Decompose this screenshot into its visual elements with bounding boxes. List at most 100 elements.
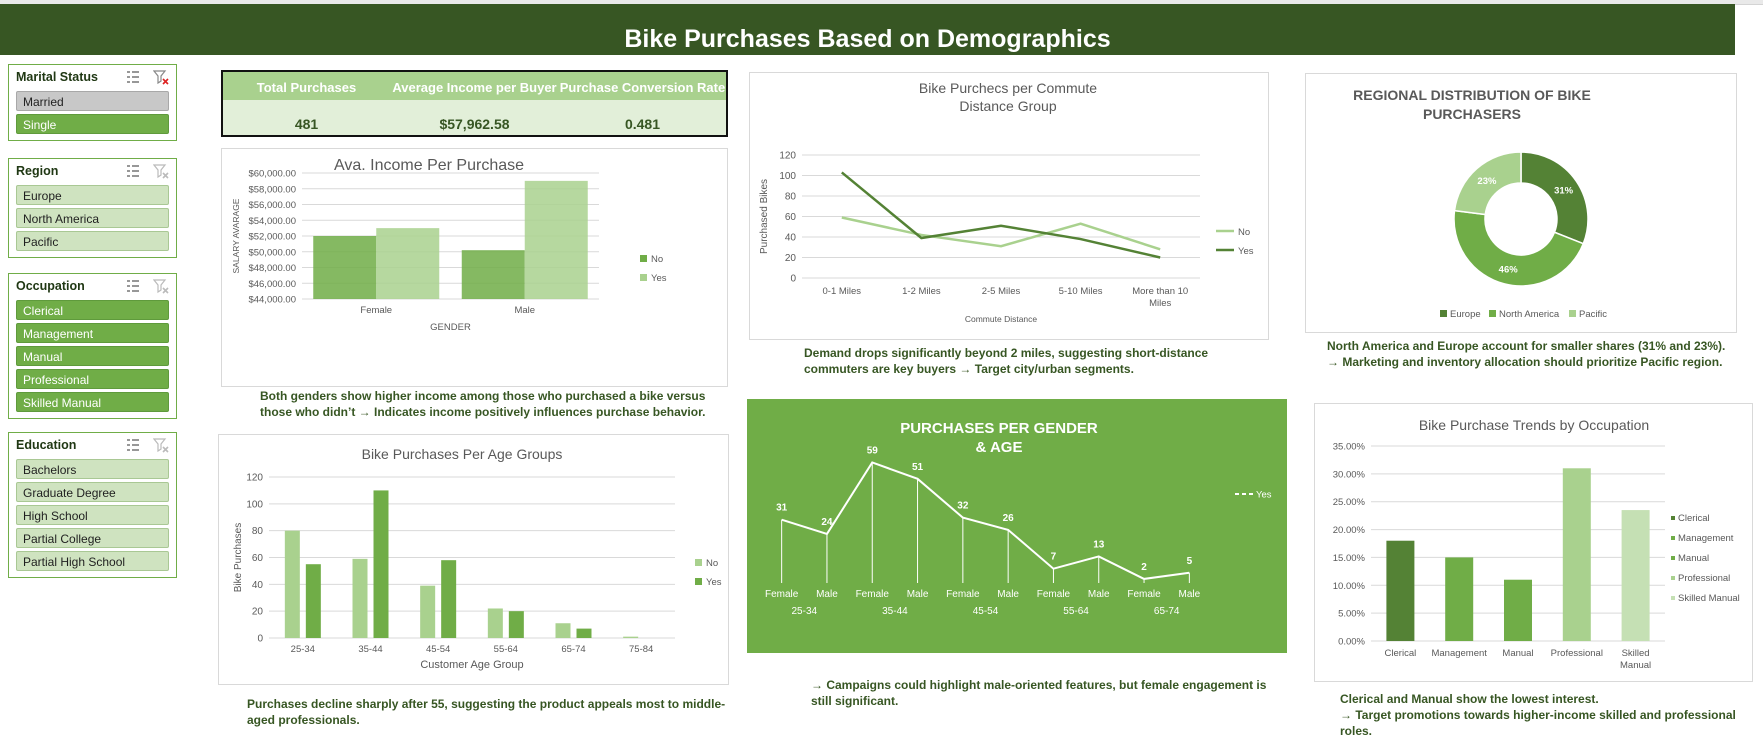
donut-label-pacific: 23% [1477, 176, 1497, 187]
data-label: 51 [912, 462, 924, 473]
legend-swatch-yes [640, 274, 647, 281]
x-tick-label-wrap: Miles [1149, 298, 1171, 309]
slicer-tools [125, 163, 169, 179]
bar-no-45-54 [420, 585, 436, 638]
clear-filter-icon[interactable] [153, 278, 169, 294]
legend-label-manual: Manual [1678, 553, 1709, 564]
x-group-label: 65-74 [1154, 606, 1180, 617]
multi-select-icon[interactable] [125, 437, 141, 453]
occupation-chart-panel[interactable]: Bike Purchase Trends by Occupation 0.00% 5… [1314, 403, 1753, 682]
commute-insight-line-2: commuters are key buyers → Target city/u… [804, 362, 1134, 376]
clear-filter-icon[interactable] [153, 163, 169, 179]
x-group-label: 25-34 [792, 606, 818, 617]
kpi-value-average-income: $57,962.58 [439, 116, 510, 132]
slicer-item-pacific[interactable]: Pacific [16, 231, 169, 251]
multi-select-icon[interactable] [125, 69, 141, 85]
legend-swatch-europe [1440, 310, 1447, 317]
legend-label-pacific: Pacific [1579, 309, 1607, 320]
slicer-item-management[interactable]: Management [16, 323, 169, 343]
commute-insight: Demand drops significantly beyond 2 mile… [804, 345, 1208, 377]
age-chart: Bike Purchases Per Age Groups 0 20 40 60 80 10… [233, 446, 722, 671]
y-tick-label: 40 [785, 233, 797, 244]
slicer-item-europe[interactable]: Europe [16, 185, 169, 205]
bar-no-55-64 [487, 608, 503, 638]
bar-yes-25-34 [305, 564, 321, 638]
legend-swatch-no [695, 559, 702, 566]
x-group-label: 55-64 [1063, 606, 1089, 617]
bar-professional [1562, 468, 1591, 641]
bar-management [1445, 557, 1474, 641]
slicer-item-professional[interactable]: Professional [16, 369, 169, 389]
slicer-item-skilled-manual[interactable]: Skilled Manual [16, 392, 169, 412]
x-tick-label: Male [997, 589, 1019, 600]
y-tick-label: 60 [252, 553, 264, 564]
region-insight-line-2: → Marketing and inventory allocation sho… [1327, 355, 1723, 369]
gender-age-chart-panel[interactable]: PURCHASES PER GENDER & AGE 31 24 59 51 32 26 7 13… [747, 399, 1287, 653]
income-insight: Both genders show higher income among th… [260, 388, 705, 420]
data-label: 13 [1093, 539, 1105, 550]
occupation-chart: Bike Purchase Trends by Occupation 0.00% 5… [1333, 417, 1740, 671]
y-axis-label: Bike Purchases [233, 523, 244, 592]
slicer-item-bachelors[interactable]: Bachelors [16, 459, 169, 479]
y-tick-label: 100 [246, 499, 263, 510]
slicer-item-single[interactable]: Single [16, 114, 169, 134]
y-tick-label: 120 [246, 473, 263, 484]
clear-filter-icon[interactable] [153, 69, 169, 85]
income-insight-line-2: those who didn’t → Indicates income posi… [260, 405, 706, 419]
chart-title-line-2: Distance Group [959, 98, 1056, 114]
donut-label-north-america: 46% [1499, 264, 1519, 275]
kpi-header [223, 72, 726, 100]
y-tick-label: 0 [257, 634, 263, 645]
kpi-value-total-purchases: 481 [294, 116, 319, 132]
bar-yes-female [376, 228, 440, 299]
y-tick-label: 20 [785, 253, 797, 264]
slicer-item-partial-college[interactable]: Partial College [16, 528, 169, 548]
legend-label-management: Management [1678, 533, 1734, 544]
legend-label-yes: Yes [1256, 490, 1272, 501]
donut-slice-pacific [1453, 151, 1522, 216]
slicer-title: Occupation [16, 279, 85, 293]
chart-title-line-2: & AGE [976, 439, 1023, 456]
region-chart: REGIONAL DISTRIBUTION OF BIKE PURCHASERS 3… [1353, 87, 1607, 320]
x-tick-label-wrap: Manual [1620, 660, 1651, 671]
data-label: 26 [1003, 513, 1015, 524]
slicer-item-manual[interactable]: Manual [16, 346, 169, 366]
y-tick-label: 20.00% [1333, 525, 1366, 536]
bar-yes-male [524, 180, 588, 299]
slicer-marital-status: Marital Status Married Single [8, 64, 177, 141]
data-label: 24 [821, 517, 833, 528]
gender-age-insight-line-2: still significant. [811, 694, 899, 708]
region-chart-panel[interactable]: REGIONAL DISTRIBUTION OF BIKE PURCHASERS 3… [1305, 73, 1737, 333]
x-tick-label: Professional [1551, 648, 1603, 659]
y-tick-label: 30.00% [1333, 469, 1366, 480]
line-yes [781, 461, 1190, 580]
legend-swatch-manual [1671, 556, 1675, 560]
y-tick-label: 10.00% [1333, 581, 1366, 592]
gender-age-chart: PURCHASES PER GENDER & AGE 31 24 59 51 32 26 7 13… [765, 420, 1272, 617]
x-tick-label: 2-5 Miles [982, 286, 1021, 297]
y-tick-label: 60 [785, 212, 797, 223]
multi-select-icon[interactable] [125, 163, 141, 179]
commute-insight-line-1: Demand drops significantly beyond 2 mile… [804, 346, 1209, 360]
x-group-label: 45-54 [973, 606, 999, 617]
chart-title: Ava. Income Per Purchase [334, 157, 524, 174]
slicer-item-partial-high-school[interactable]: Partial High School [16, 551, 169, 571]
legend-label-professional: Professional [1678, 573, 1730, 584]
age-chart-panel[interactable]: Bike Purchases Per Age Groups 0 20 40 60 80 10… [218, 434, 729, 685]
bar-yes-45-54 [441, 560, 457, 638]
slicer-item-graduate-degree[interactable]: Graduate Degree [16, 482, 169, 502]
clear-filter-icon[interactable] [153, 437, 169, 453]
slicer-item-clerical[interactable]: Clerical [16, 300, 169, 320]
multi-select-icon[interactable] [125, 278, 141, 294]
income-chart-panel[interactable]: Ava. Income Per Purchase $44,000.00 $46,00… [221, 148, 728, 387]
data-label: 5 [1187, 556, 1193, 567]
slicer-tools [125, 437, 169, 453]
commute-chart-panel[interactable]: Bike Purchecs per Commute Distance Group 0… [749, 72, 1269, 340]
slicer-item-high-school[interactable]: High School [16, 505, 169, 525]
legend-label-yes: Yes [1238, 246, 1254, 257]
slicer-item-north-america[interactable]: North America [16, 208, 169, 228]
slicer-title: Education [16, 438, 77, 452]
slicer-title: Marital Status [16, 70, 98, 84]
slicer-item-married[interactable]: Married [16, 91, 169, 111]
chart-title-line-1: PURCHASES PER GENDER [900, 420, 1098, 437]
